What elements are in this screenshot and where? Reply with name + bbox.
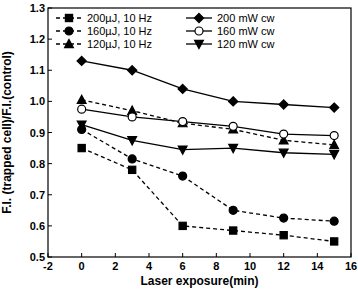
chart: -202468101214160.50.60.70.80.91.01.11.21… [0, 0, 358, 290]
data-point [178, 84, 187, 93]
y-tick [48, 194, 52, 195]
data-point [331, 238, 338, 245]
y-tick-label: 0.9 [30, 127, 45, 139]
data-point [229, 144, 238, 152]
data-point [280, 214, 288, 222]
legend-label: 200µJ, 10 Hz [87, 12, 152, 24]
x-tick-label: 12 [278, 260, 290, 272]
x-tick-label: 4 [146, 260, 153, 272]
y-axis-label: F.I. (trapped cell)/F.I.(control) [0, 51, 14, 214]
plot-frame [48, 8, 351, 257]
data-point [77, 95, 86, 103]
legend-marker [65, 39, 74, 47]
x-tick-label: 16 [345, 260, 357, 272]
data-point [128, 155, 136, 163]
y-tick-label: 1.2 [30, 33, 45, 45]
data-point [229, 122, 237, 130]
series-line [82, 129, 335, 221]
x-axis-label: Laser exposure(min) [140, 274, 258, 288]
data-point [78, 144, 85, 151]
data-point [179, 118, 187, 126]
y-tick [48, 257, 52, 258]
y-tick-label: 1.1 [30, 64, 45, 76]
data-point [129, 166, 136, 173]
x-tick [81, 253, 82, 257]
y-tick [48, 39, 52, 40]
x-tick-label: 10 [244, 260, 256, 272]
data-point [128, 66, 137, 75]
legend-marker [195, 40, 204, 48]
y-tick-label: 1.0 [30, 95, 45, 107]
data-point [330, 217, 338, 225]
x-tick [283, 253, 284, 257]
legend-marker [65, 14, 72, 21]
y-tick [48, 101, 52, 102]
series-line [82, 125, 335, 155]
x-tick [351, 253, 352, 257]
x-tick-label: 0 [79, 260, 85, 272]
y-tick [48, 70, 52, 71]
legend-label: 160 mW cw [217, 25, 275, 37]
y-tick-label: 0.5 [30, 251, 45, 263]
series-line [82, 61, 335, 108]
legend-label: 120µJ, 10 Hz [87, 38, 152, 50]
data-point [78, 105, 86, 113]
data-point [179, 222, 186, 229]
y-tick-label: 1.3 [30, 2, 45, 14]
data-point [280, 232, 287, 239]
x-tick-label: 2 [112, 260, 118, 272]
y-tick [48, 8, 52, 9]
y-tick [48, 163, 52, 164]
y-tick [48, 225, 52, 226]
data-point [178, 119, 187, 127]
data-point [128, 113, 136, 121]
data-point [77, 56, 86, 65]
x-tick-label: 14 [311, 260, 324, 272]
data-point [179, 172, 187, 180]
data-area [77, 56, 339, 245]
legend: 200µJ, 10 Hz160µJ, 10 Hz120µJ, 10 Hz 200 … [56, 12, 275, 50]
legend-label: 120 mW cw [217, 38, 275, 50]
y-tick-label: 0.6 [30, 220, 45, 232]
data-point [330, 151, 339, 159]
data-point [77, 121, 86, 129]
legend-marker [194, 13, 203, 22]
data-point [330, 140, 339, 148]
x-tick-label: 6 [180, 260, 186, 272]
data-point [178, 146, 187, 154]
data-point [280, 130, 288, 138]
x-tick-label: 8 [213, 260, 219, 272]
x-tick [317, 253, 318, 257]
series-line [82, 100, 335, 145]
x-tick [216, 253, 217, 257]
series-line [82, 109, 335, 135]
legend-marker [65, 27, 73, 35]
y-tick-label: 0.7 [30, 189, 45, 201]
legend-label: 200 mW cw [217, 12, 275, 24]
x-tick [48, 253, 49, 257]
data-point [230, 227, 237, 234]
legend-marker [195, 27, 203, 35]
data-point [229, 206, 237, 214]
legend-label: 160µJ, 10 Hz [87, 25, 152, 37]
x-tick [250, 253, 251, 257]
y-tick [48, 132, 52, 133]
data-point [330, 132, 338, 140]
data-point [229, 97, 238, 106]
data-point [128, 137, 137, 145]
data-point [279, 149, 288, 157]
y-tick-label: 0.8 [30, 158, 45, 170]
data-point [330, 103, 339, 112]
x-tick [182, 253, 183, 257]
series-line [82, 148, 335, 241]
data-point [279, 100, 288, 109]
x-tick [115, 253, 116, 257]
x-tick [149, 253, 150, 257]
